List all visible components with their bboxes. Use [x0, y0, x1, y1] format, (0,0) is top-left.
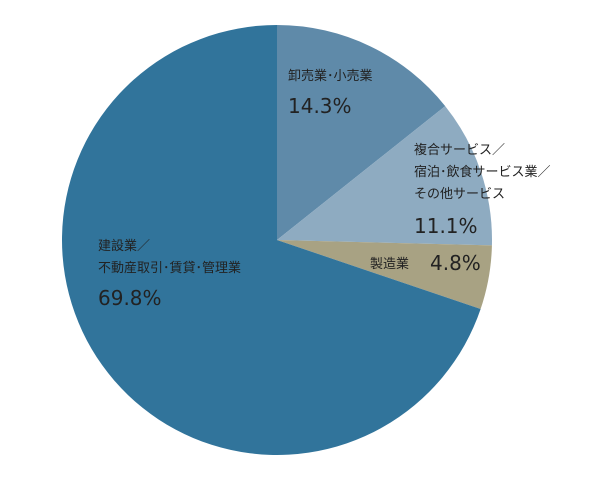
value-label: 14.3%	[288, 94, 352, 118]
pie-slice	[277, 240, 492, 310]
pie-slice	[277, 106, 492, 246]
slice-label: 製造業	[370, 257, 410, 272]
value-label: 4.8%	[430, 251, 481, 275]
pie-slice	[277, 25, 446, 240]
pie-slice	[62, 24, 481, 455]
value-label: 11.1%	[414, 214, 478, 238]
slice-label: 複合サービス／ 宿泊･飲食サービス業／ その他サービス	[414, 143, 551, 202]
value-label: 69.8%	[98, 286, 162, 310]
slice-label: 卸売業･小売業	[288, 69, 373, 84]
slice-label: 建設業／ 不動産取引･賃貸･管理業	[98, 239, 242, 276]
